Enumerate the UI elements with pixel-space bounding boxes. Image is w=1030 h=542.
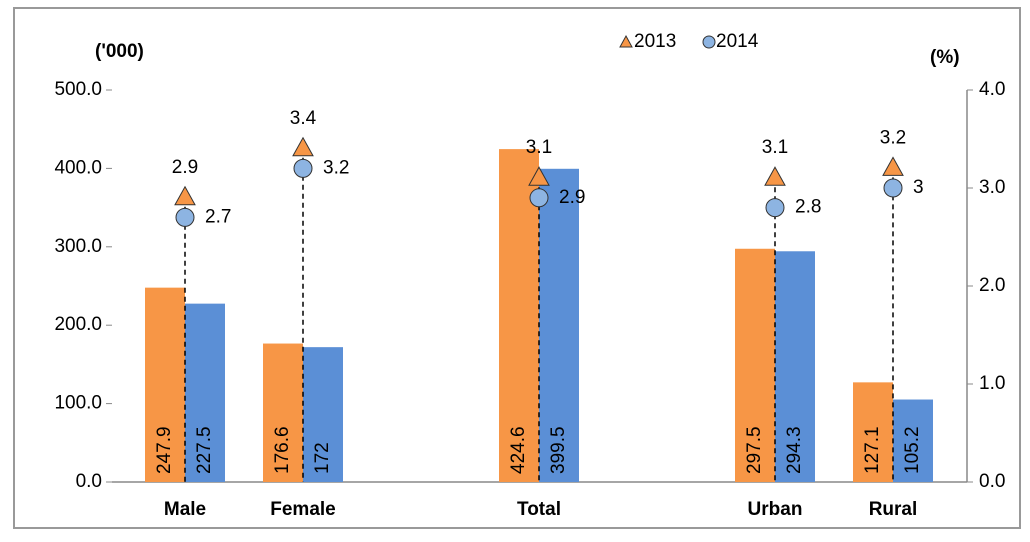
marker-value-label: 3.4 [290,108,317,129]
marker-value-label: 2.9 [559,187,585,208]
bar [539,168,579,483]
bar-value-label: 105.2 [902,426,923,474]
legend-label: 2013 [634,31,676,52]
bar-value-label: 399.5 [548,426,569,474]
bar [145,287,185,482]
x-tick-label: Rural [869,499,918,520]
y-tick-label: 0.0 [76,471,102,492]
marker-triangle [764,166,786,186]
marker-circle [883,178,903,198]
marker-triangle [292,136,314,157]
marker-value-label: 3.1 [762,137,788,158]
y-tick-label: 300.0 [54,236,102,257]
marker-circle [529,188,549,208]
marker-value-label: 2.8 [795,197,821,218]
marker-value-label: 2.7 [205,206,231,227]
bar-value-label: 127.1 [862,426,883,474]
marker-circle [765,198,785,218]
bar-value-label: 424.6 [508,426,529,474]
bar-value-label: 297.5 [744,426,765,474]
x-tick-label: Urban [748,499,803,520]
x-tick-label: Female [270,499,335,520]
marker-value-label: 3.2 [880,127,906,148]
y2-axis-label: (%) [930,47,960,68]
bar-value-label: 176.6 [272,426,293,474]
bar [185,303,225,482]
marker-value-label: 3.1 [526,137,552,158]
y-tick-label: 200.0 [54,314,102,335]
y2-tick-label: 0.0 [979,471,1005,492]
y-tick-label: 400.0 [54,157,102,178]
legend-marker [619,34,633,48]
bar [303,347,343,482]
bar [735,248,775,482]
legend-label: 2014 [716,31,759,52]
y-axis-label: ('000) [95,41,144,62]
marker-circle [293,158,313,178]
bar-value-label: 247.9 [154,426,175,474]
bar [775,251,815,482]
bar [893,399,933,482]
bar-value-label: 294.3 [784,426,805,474]
bar-value-label: 227.5 [194,426,215,474]
y2-tick-label: 2.0 [979,275,1005,296]
marker-triangle [174,185,196,206]
bar [263,343,303,482]
y-tick-label: 100.0 [54,393,102,414]
marker-value-label: 3 [913,177,924,198]
x-tick-label: Total [517,499,561,520]
marker-triangle [882,156,904,176]
bar [853,382,893,482]
y-tick-label: 500.0 [54,79,102,100]
x-tick-label: Male [164,499,206,520]
y2-tick-label: 4.0 [979,79,1005,100]
bar-value-label: 172 [312,442,333,474]
legend-marker [702,35,716,49]
y2-tick-label: 3.0 [979,177,1005,198]
frame [13,7,1021,529]
marker-triangle [528,166,550,186]
y2-tick-label: 1.0 [979,373,1005,394]
marker-value-label: 3.2 [323,157,349,178]
marker-value-label: 2.9 [172,157,198,178]
marker-circle [175,207,195,227]
bar [499,149,539,483]
